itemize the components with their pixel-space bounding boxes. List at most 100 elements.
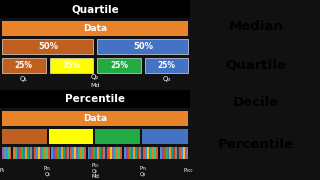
Text: 50%: 50% [38,42,59,51]
Bar [8,147,10,159]
Text: 25%: 25% [157,61,176,70]
Bar [101,147,103,159]
Text: 25%: 25% [15,61,33,70]
Bar [82,147,84,159]
Bar [23,147,25,159]
Bar [49,129,93,144]
Bar [63,147,65,159]
Bar [118,147,120,159]
Bar [92,147,93,159]
Bar [135,147,137,159]
Text: Data: Data [83,24,107,33]
Bar [57,147,59,159]
Bar [114,147,116,159]
Bar [30,147,32,159]
Text: Q₁: Q₁ [20,76,28,82]
Bar [2,21,188,36]
Bar [124,147,126,159]
Bar [93,147,95,159]
Bar [21,147,23,159]
Bar [154,147,156,159]
Bar [110,147,112,159]
Bar [25,147,27,159]
Bar [137,147,139,159]
Bar [27,147,28,159]
Bar [122,147,124,159]
Bar [164,147,166,159]
Bar [46,147,48,159]
Bar [2,111,188,126]
Text: Percentile: Percentile [218,138,294,150]
Bar [181,147,183,159]
Text: 50%: 50% [134,42,154,51]
Text: 25%: 25% [62,61,80,70]
Bar [130,147,132,159]
Bar [84,147,86,159]
Bar [148,147,150,159]
Bar [19,147,21,159]
Bar [38,147,40,159]
Bar [40,147,42,159]
Bar [76,147,78,159]
Bar [116,147,118,159]
Bar [152,147,154,159]
Bar [0,90,190,108]
Bar [4,147,6,159]
Bar [185,147,187,159]
Bar [177,147,179,159]
Text: P₅₀
Q₂
Md: P₅₀ Q₂ Md [91,163,99,179]
Bar [143,147,145,159]
Bar [112,147,114,159]
Bar [15,147,17,159]
Bar [2,58,46,73]
Bar [80,147,82,159]
Bar [147,147,148,159]
Bar [150,147,152,159]
Bar [183,147,185,159]
Bar [42,147,44,159]
Bar [52,147,53,159]
Text: Q₃: Q₃ [163,76,171,82]
Bar [95,129,140,144]
Bar [0,0,190,18]
Bar [99,147,101,159]
Bar [105,147,107,159]
Bar [10,147,12,159]
Bar [86,147,88,159]
Bar [55,147,57,159]
Text: P₁: P₁ [0,168,4,174]
Bar [162,147,164,159]
Text: Quartile: Quartile [226,58,286,71]
Bar [126,147,128,159]
Bar [95,147,97,159]
Bar [132,147,133,159]
Bar [2,39,93,54]
Bar [34,147,36,159]
Bar [142,129,188,144]
Bar [175,147,177,159]
Bar [133,147,135,159]
Text: Percentile: Percentile [65,94,125,104]
Bar [36,147,38,159]
Bar [187,147,188,159]
Bar [74,147,76,159]
Bar [108,147,110,159]
Bar [166,147,168,159]
Text: Decile: Decile [233,96,279,109]
Bar [68,147,70,159]
Bar [12,147,13,159]
Bar [2,147,4,159]
Bar [172,147,173,159]
Bar [139,147,141,159]
Bar [97,39,188,54]
Text: Md: Md [91,83,100,88]
Bar [44,147,46,159]
Bar [97,147,99,159]
Bar [160,147,162,159]
Bar [120,147,122,159]
Text: P₇₅
Q₃: P₇₅ Q₃ [139,166,147,176]
Bar [156,147,158,159]
Bar [128,147,130,159]
Bar [48,147,50,159]
Text: P₂₅
Q₁: P₂₅ Q₁ [44,166,51,176]
